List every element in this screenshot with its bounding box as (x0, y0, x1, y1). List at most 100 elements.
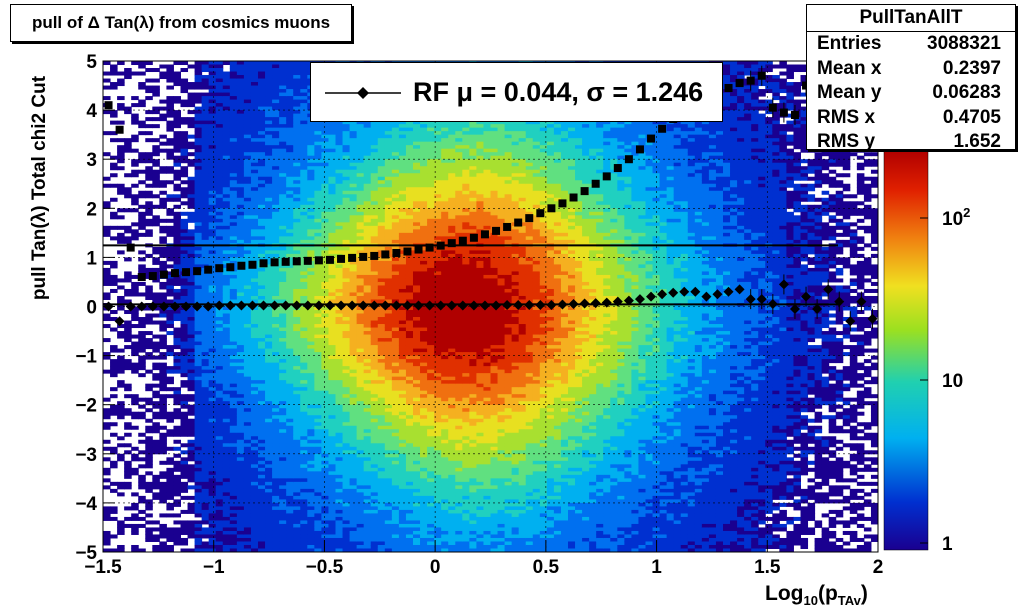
data-point-series-1 (768, 103, 777, 112)
data-point-series-1 (613, 164, 622, 173)
data-point-series-1 (558, 199, 567, 208)
data-point-series-1 (259, 259, 268, 268)
data-point-series-1 (159, 270, 168, 279)
data-point-series-0 (778, 279, 789, 290)
data-point-series-1 (337, 254, 346, 263)
data-point-series-0 (291, 300, 302, 311)
data-point-series-0 (358, 300, 369, 311)
data-point-series-1 (170, 269, 179, 278)
stats-row-rms-x: RMS x 0.4705 (817, 106, 1001, 128)
data-point-series-0 (590, 298, 601, 309)
y-tick-label: 2 (86, 199, 97, 220)
data-point-series-1 (635, 145, 644, 154)
data-point-series-0 (369, 300, 380, 311)
data-point-series-1 (292, 257, 301, 266)
data-point-series-1 (480, 230, 489, 239)
data-point-series-1 (514, 218, 523, 227)
data-point-series-0 (801, 291, 812, 302)
data-point-series-0 (169, 301, 180, 312)
data-point-series-0 (114, 316, 125, 327)
data-point-series-0 (601, 297, 612, 308)
data-point-series-0 (391, 300, 402, 311)
data-point-series-0 (668, 287, 679, 298)
data-point-series-0 (823, 284, 834, 295)
data-point-series-1 (370, 251, 379, 260)
data-point-series-1 (104, 101, 113, 110)
stats-row-mean-y: Mean y 0.06283 (817, 82, 1001, 103)
colorbar-tick-100: 102 (942, 205, 970, 230)
y-tick-label: −4 (75, 494, 97, 515)
data-point-series-0 (546, 300, 557, 311)
data-point-series-1 (624, 155, 633, 164)
data-point-series-0 (745, 294, 756, 305)
x-tick-label: 0 (430, 557, 441, 578)
data-point-series-0 (302, 300, 313, 311)
data-point-series-0 (269, 300, 280, 311)
data-point-series-0 (690, 286, 701, 297)
data-point-series-1 (281, 257, 290, 266)
data-point-series-0 (856, 296, 867, 307)
stats-title: PullTanAllT (807, 5, 1015, 32)
data-point-series-0 (579, 298, 590, 309)
data-point-series-1 (503, 222, 512, 231)
data-point-series-1 (325, 255, 334, 264)
legend-marker-icon (321, 63, 405, 121)
data-point-series-0 (701, 291, 712, 302)
colorbar-tick-1: 1 (942, 534, 953, 555)
y-tick-label: −3 (75, 445, 97, 466)
data-point-series-1 (115, 125, 124, 134)
stats-row-rms-y: RMS y 1.652 (817, 131, 1001, 152)
data-point-series-0 (192, 301, 203, 312)
data-point-series-0 (834, 296, 845, 307)
data-point-series-1 (536, 209, 545, 218)
y-tick-label: −1 (75, 347, 97, 368)
data-point-series-0 (446, 300, 457, 311)
data-point-series-0 (657, 289, 668, 300)
data-point-series-0 (402, 300, 413, 311)
data-point-series-1 (403, 247, 412, 256)
data-point-series-0 (867, 313, 878, 324)
data-point-series-1 (248, 260, 257, 269)
data-point-series-1 (392, 248, 401, 257)
x-axis-label: Log10(pTAv) (765, 582, 868, 609)
data-point-series-0 (468, 300, 479, 311)
y-tick-label: −2 (75, 396, 97, 417)
data-point-series-0 (723, 286, 734, 297)
data-point-series-0 (336, 300, 347, 311)
data-point-series-1 (270, 258, 279, 267)
data-point-series-0 (612, 296, 623, 307)
x-tick-label: −1.5 (84, 557, 122, 578)
stats-row-entries: Entries 3088321 (817, 33, 1001, 54)
legend-label: RF μ = 0.044, σ = 1.246 (413, 76, 704, 107)
y-tick-label: −5 (75, 543, 97, 564)
data-point-series-1 (314, 256, 323, 265)
data-point-series-0 (413, 300, 424, 311)
data-point-series-1 (779, 108, 788, 117)
data-point-series-0 (513, 300, 524, 311)
stats-row-mean-x: Mean x 0.2397 (817, 57, 1001, 79)
data-point-series-1 (436, 241, 445, 250)
data-point-series-1 (137, 273, 146, 282)
data-point-series-1 (569, 193, 578, 202)
data-point-series-1 (447, 239, 456, 248)
data-point-series-1 (148, 272, 157, 281)
data-point-series-0 (646, 291, 657, 302)
data-point-series-1 (458, 236, 467, 245)
data-point-series-0 (535, 300, 546, 311)
data-point-series-1 (580, 187, 589, 196)
data-point-series-0 (236, 300, 247, 311)
data-point-series-0 (125, 301, 136, 312)
data-point-series-1 (492, 226, 501, 235)
data-point-series-0 (280, 300, 291, 311)
data-point-series-0 (789, 303, 800, 314)
data-point-series-0 (557, 299, 568, 310)
data-point-series-0 (845, 316, 856, 327)
y-tick-label: 4 (86, 101, 97, 122)
legend: RF μ = 0.044, σ = 1.246 (310, 62, 723, 122)
data-point-series-0 (181, 301, 192, 312)
data-point-series-1 (469, 233, 478, 242)
data-point-series-1 (182, 268, 191, 277)
data-point-series-0 (524, 300, 535, 311)
data-point-series-0 (491, 300, 502, 311)
data-point-series-1 (757, 71, 766, 80)
